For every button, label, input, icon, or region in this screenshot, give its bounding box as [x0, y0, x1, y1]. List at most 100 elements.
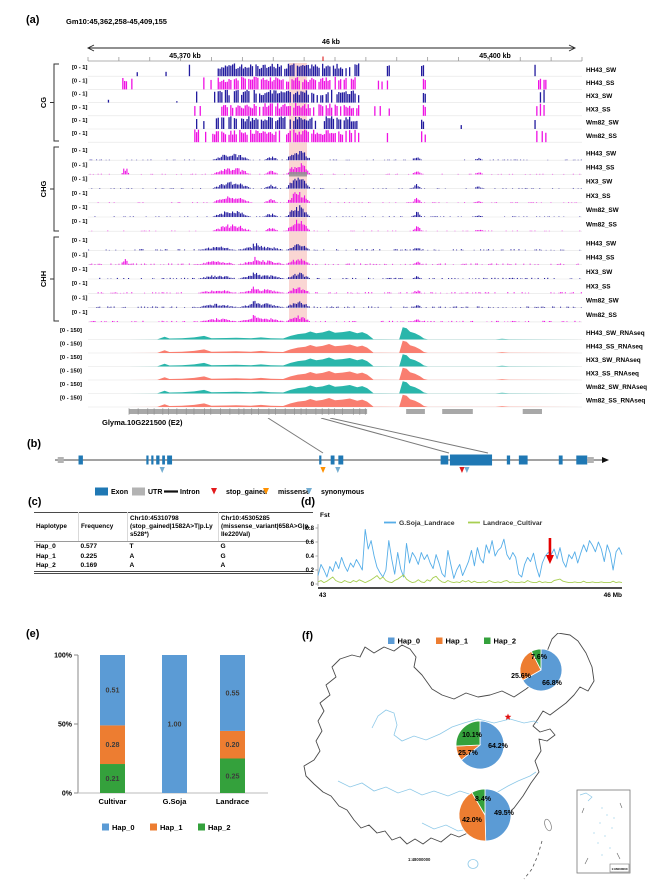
- fst-y-tick-label: 0.6: [306, 540, 315, 546]
- methyl-peak: [131, 321, 133, 322]
- methyl-peak: [358, 202, 360, 203]
- methyl-peak: [204, 263, 206, 265]
- methyl-peak: [414, 277, 416, 279]
- methyl-peak: [480, 187, 482, 189]
- methyl-bar: [307, 94, 309, 103]
- methyl-bar: [311, 92, 313, 103]
- methyl-peak: [240, 320, 242, 322]
- methyl-peak: [307, 214, 309, 217]
- methyl-peak: [382, 278, 384, 279]
- methyl-peak: [552, 188, 554, 189]
- methyl-peak: [302, 274, 304, 279]
- methyl-peak: [89, 264, 91, 265]
- methyl-bar: [334, 133, 336, 143]
- methyl-peak: [108, 202, 110, 203]
- methyl-peak: [264, 261, 266, 265]
- methyl-peak: [278, 306, 280, 308]
- methyl-peak: [417, 157, 419, 161]
- methyl-peak: [212, 291, 214, 294]
- methyl-peak: [238, 155, 240, 161]
- inset-island-dot: [611, 827, 613, 829]
- methyl-bar: [262, 131, 264, 143]
- methyl-peak: [321, 188, 323, 189]
- methyl-bar: [107, 99, 110, 103]
- methyl-peak: [292, 225, 294, 232]
- fst-y-tick-label: 0.8: [306, 526, 315, 532]
- methyl-bar: [244, 132, 246, 143]
- methyl-peak: [494, 277, 496, 279]
- methyl-peak: [320, 307, 322, 308]
- methyl-peak: [414, 228, 416, 232]
- methyl-peak: [292, 318, 294, 322]
- methyl-peak: [268, 228, 270, 232]
- synonymous-marker-icon: [335, 467, 341, 473]
- methyl-peak: [276, 291, 278, 294]
- methyl-peak: [337, 263, 339, 265]
- methyl-peak: [243, 170, 245, 175]
- methyl-peak: [270, 261, 272, 265]
- methyl-peak: [377, 230, 379, 232]
- panel-a-label: (a): [26, 14, 40, 26]
- exon-box: [167, 455, 173, 465]
- methyl-peak: [217, 305, 219, 308]
- methyl-peak: [272, 228, 274, 232]
- methyl-bar: [352, 79, 354, 90]
- methyl-peak: [305, 156, 307, 161]
- methyl-peak: [414, 320, 416, 322]
- methyl-peak: [276, 230, 278, 232]
- methyl-peak: [214, 320, 216, 322]
- fst-x-start-label: 43: [319, 592, 327, 599]
- methyl-peak: [300, 197, 302, 203]
- methyl-bar: [248, 91, 250, 103]
- methyl-bar: [235, 90, 237, 103]
- methyl-peak: [504, 159, 506, 161]
- methyl-bar: [320, 95, 322, 103]
- methyl-peak: [380, 321, 382, 322]
- methyl-bar: [223, 79, 225, 90]
- methyl-peak: [390, 306, 392, 308]
- methyl-peak: [204, 277, 206, 279]
- methyl-peak: [281, 292, 283, 294]
- methyl-peak: [433, 306, 435, 308]
- methyl-bar: [196, 132, 198, 143]
- methyl-bar: [338, 131, 340, 143]
- methyl-bar: [230, 105, 232, 116]
- methyl-peak: [395, 277, 397, 279]
- methyl-bar: [246, 104, 248, 116]
- methyl-peak: [171, 202, 173, 203]
- methyl-bar: [302, 64, 304, 77]
- methyl-bar: [325, 77, 327, 90]
- methyl-peak: [100, 321, 102, 322]
- table-row: Hap_1 0.225 A G: [34, 552, 313, 562]
- methyl-peak: [268, 214, 270, 217]
- pie-slice-Hap_1: [519, 650, 542, 681]
- methyl-peak: [131, 292, 133, 294]
- methyl-bar: [340, 119, 342, 129]
- methyl-bar: [331, 132, 333, 143]
- methyl-peak: [291, 290, 293, 294]
- methyl-peak: [472, 320, 474, 322]
- methyl-peak: [289, 290, 291, 294]
- methyl-peak: [275, 263, 277, 265]
- methyl-bar: [278, 66, 281, 77]
- track-name-label: HH43_SS_RNAseq: [586, 343, 643, 350]
- methyl-peak: [233, 306, 235, 308]
- methyl-bar: [302, 82, 304, 90]
- methyl-peak: [260, 318, 262, 322]
- methyl-peak: [425, 307, 427, 308]
- methyl-peak: [235, 306, 237, 308]
- methyl-peak: [299, 205, 301, 217]
- methyl-peak: [579, 230, 581, 232]
- methyl-peak: [566, 321, 568, 322]
- methyl-peak: [291, 318, 293, 322]
- methyl-peak: [161, 320, 163, 322]
- methyl-bar: [304, 65, 306, 77]
- methyl-peak: [433, 216, 435, 217]
- methyl-peak: [396, 249, 398, 251]
- methyl-bar: [345, 106, 347, 116]
- methyl-bar: [322, 63, 324, 77]
- methyl-peak: [123, 307, 125, 308]
- methyl-peak: [171, 263, 173, 265]
- methyl-peak: [233, 320, 235, 322]
- methyl-peak: [107, 306, 109, 308]
